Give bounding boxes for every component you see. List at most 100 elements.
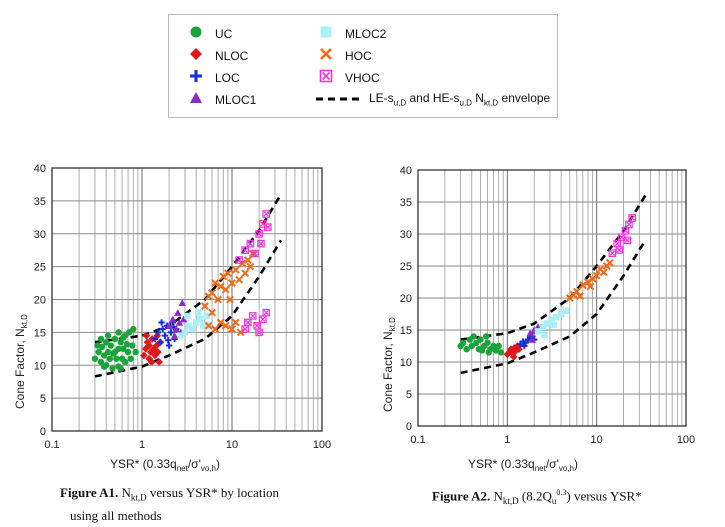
- uc-point: [95, 348, 102, 356]
- nloc-point: [512, 346, 520, 355]
- vhoc-point: [262, 308, 271, 317]
- chart-a2-xlabel: YSR* (0.33qnet/σ'vo,h): [468, 457, 578, 473]
- loc-point: [164, 337, 172, 344]
- legend-label-uc: UC: [215, 26, 233, 41]
- chart-a1-plot: 0 5 10 15 20 25 30 35 40 0.1 1 10 100 Cone Factor, N…: [13, 163, 331, 473]
- uc-point: [104, 348, 112, 356]
- hoc-point: [592, 271, 601, 280]
- uc-point: [100, 363, 108, 370]
- nloc-point: [147, 358, 156, 366]
- legend-marker-mloc2: [315, 25, 337, 42]
- uc-point: [477, 336, 484, 343]
- nloc-marker-icon: [190, 48, 202, 60]
- uc-point: [109, 365, 116, 372]
- y-tick-label: 5: [40, 393, 46, 405]
- legend-label-nloc: NLOC: [215, 48, 249, 63]
- uc-point: [121, 358, 129, 366]
- x-tick-label: 10: [591, 434, 603, 446]
- mloc2-point: [548, 317, 555, 324]
- uc-point: [127, 355, 134, 362]
- chart-a1-ticks: 0 5 10 15 20 25 30 35 40 0.1 1 10 100: [34, 163, 331, 451]
- legend-item-mloc2: MLOC2: [315, 25, 386, 42]
- loc-point: [161, 332, 169, 339]
- loc-point: [151, 335, 159, 343]
- mloc2-point: [557, 310, 565, 318]
- vhoc-point: [251, 249, 259, 258]
- x-tick-label: 0.1: [44, 439, 59, 451]
- caption-a1: Figure A1. Nkt,D versus YSR* by location…: [60, 485, 280, 523]
- chart-a2: 0 5 10 15 20 25 30 35 40 0.1 1 10 100 Cone Factor, N…: [368, 150, 718, 480]
- uc-point: [98, 343, 106, 351]
- mloc2-point: [185, 322, 192, 329]
- series-vhoc: [235, 210, 272, 337]
- uc-point: [468, 342, 475, 350]
- loc-point: [157, 339, 164, 346]
- x-tick-label: 100: [677, 434, 695, 446]
- legend-item-envelope: LE-su,D and HE-su,D Nkt,D envelope: [315, 91, 550, 110]
- mloc2-point: [177, 332, 185, 339]
- vhoc-point: [264, 223, 272, 231]
- legend-label-vhoc: VHOC: [345, 70, 380, 85]
- hoc-point: [216, 318, 225, 327]
- uc-point: [115, 329, 122, 336]
- uc-point: [463, 346, 470, 353]
- vhoc-point: [255, 328, 263, 337]
- hoc-point: [235, 275, 244, 284]
- nloc-point: [515, 345, 523, 353]
- uc-marker-icon: [190, 26, 202, 38]
- nloc-point: [505, 348, 514, 357]
- mloc2-point: [544, 320, 551, 327]
- legend-item-loc: LOC: [185, 69, 240, 86]
- chart-a1-xlabel: YSR* (0.33qnet/σ'vo,h): [110, 457, 220, 473]
- hoc-point: [221, 285, 230, 294]
- hoc-point: [586, 282, 595, 291]
- chart-a2-envelopes: [460, 194, 647, 375]
- mloc2-point: [541, 331, 548, 339]
- legend: UC NLOC LOC MLOC1 MLOC2 HOC VHOC LE-su,D…: [168, 14, 558, 118]
- vhoc-marker-icon: [319, 69, 333, 83]
- uc-point: [497, 349, 505, 356]
- uc-point: [478, 347, 486, 354]
- vhoc-point: [259, 315, 267, 324]
- series-nloc: [503, 342, 523, 361]
- hoc-point: [208, 308, 216, 317]
- legend-label-mloc1: MLOC1: [215, 92, 257, 107]
- hoc-point: [211, 325, 220, 333]
- envelope-lower-line: [94, 239, 283, 378]
- y-tick-label: 0: [40, 426, 46, 438]
- chart-a2-axes: [417, 169, 687, 427]
- hoc-point: [248, 249, 257, 258]
- hoc-point: [221, 321, 230, 330]
- mloc1-point: [175, 318, 184, 326]
- uc-point: [459, 339, 467, 346]
- x-tick-label: 0.1: [410, 434, 425, 446]
- nloc-point: [155, 358, 163, 366]
- vhoc-point: [255, 229, 263, 238]
- y-tick-label: 35: [400, 197, 412, 209]
- vhoc-point: [262, 210, 271, 218]
- y-tick-label: 5: [406, 389, 412, 401]
- uc-point: [482, 333, 490, 340]
- mloc2-point: [194, 309, 202, 316]
- chart-a2-plot: 0 5 10 15 20 25 30 35 40 0.1 1 10 100 Cone Factor, N…: [381, 165, 695, 473]
- y-tick-label: 40: [400, 165, 412, 177]
- mloc1-point: [165, 322, 173, 329]
- hoc-point: [208, 289, 216, 297]
- hoc-point: [200, 302, 209, 310]
- uc-point: [117, 365, 124, 372]
- mloc2-point: [562, 307, 569, 314]
- y-tick-label: 30: [400, 229, 412, 241]
- y-tick-label: 20: [400, 293, 412, 305]
- plot-frame: [417, 169, 687, 427]
- hoc-point: [576, 292, 584, 300]
- legend-item-mloc1: MLOC1: [185, 91, 256, 108]
- mloc1-point: [169, 315, 177, 323]
- vhoc-point: [628, 214, 637, 222]
- hoc-point: [236, 328, 245, 337]
- uc-point: [485, 349, 492, 356]
- hoc-point: [226, 295, 234, 304]
- hoc-point: [223, 269, 232, 278]
- series-mloc1: [165, 299, 188, 339]
- chart-a2-points: [457, 214, 637, 361]
- series-vhoc: [608, 214, 637, 258]
